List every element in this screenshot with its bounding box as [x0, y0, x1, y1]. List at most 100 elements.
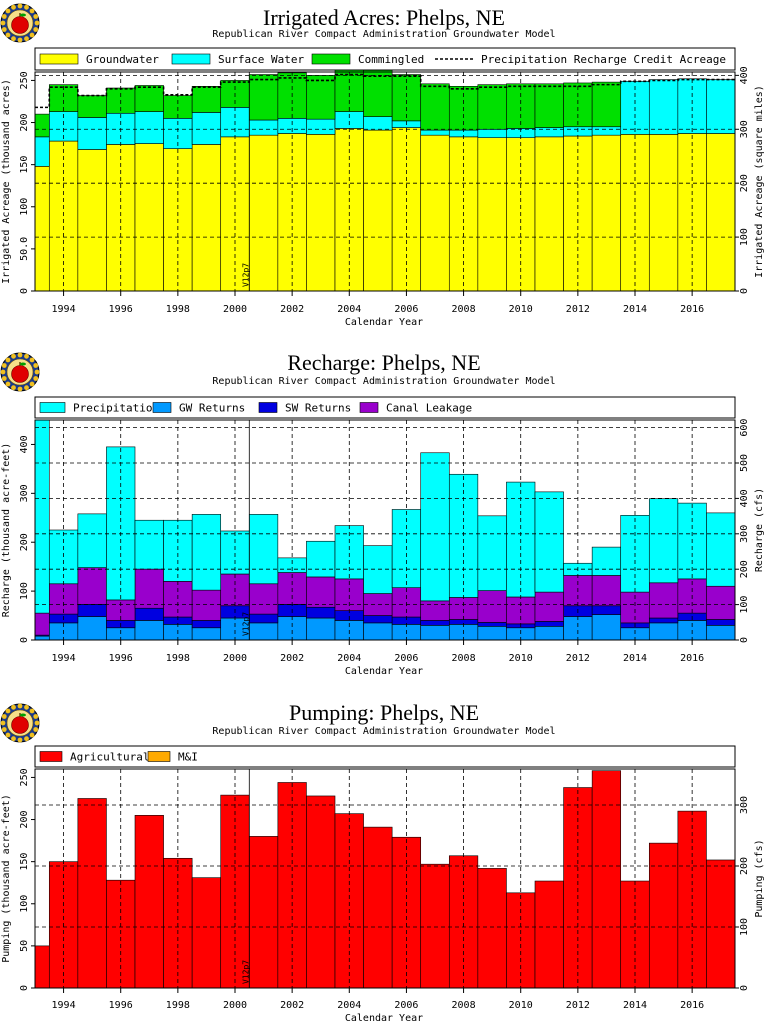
- y-tick-label: 250: [19, 71, 30, 89]
- bar-canal_leakage-2015: [648, 582, 679, 619]
- bar-precipitation-2009: [477, 515, 507, 591]
- bar-groundwater-2005: [363, 129, 393, 292]
- chart-title: Recharge: Phelps, NE: [287, 350, 480, 375]
- legend-swatch: [152, 402, 172, 413]
- x-tick-label: 2008: [452, 653, 476, 664]
- bar-agricultural-2003: [306, 795, 336, 989]
- x-tick-label: 1994: [52, 653, 76, 664]
- y-tick-label: 100: [19, 895, 30, 913]
- y2-tick-label: 400: [739, 66, 750, 84]
- bar-sw_returns-2017: [706, 619, 736, 626]
- bar-sw_returns-2005: [363, 615, 393, 624]
- y2-tick-label: 0: [739, 288, 750, 294]
- x-tick-label: 1994: [52, 1000, 76, 1011]
- y-axis-left: 0 50 100 150 200 250 Pumping (thousand acre-fe…: [1, 768, 35, 991]
- bar-surface_water-2001: [248, 119, 279, 136]
- x-tick-label: 2014: [623, 653, 647, 664]
- bar-sw_returns-2007: [420, 620, 450, 626]
- bar-agricultural-2015: [648, 842, 679, 989]
- bar-precipitation-1995: [77, 513, 107, 568]
- y-tick-label: 150: [19, 156, 30, 174]
- y-tick-label: 50.0: [19, 237, 30, 261]
- x-tick-label: 2004: [337, 653, 361, 664]
- bar-groundwater-2003: [306, 134, 336, 292]
- y-axis-left: 0 50.0 100 150 200 250 Irrigated Acreage (thou…: [1, 71, 35, 294]
- bar-gw_returns-2002: [277, 616, 307, 641]
- legend-label: Canal Leakage: [386, 402, 472, 415]
- bar-surface_water-2003: [306, 118, 336, 135]
- bar-surface_water-1997: [134, 111, 164, 144]
- bar-canal_leakage-2017: [706, 585, 736, 620]
- bar-sw_returns-1997: [134, 607, 164, 621]
- bar-gw_returns-2015: [648, 622, 679, 641]
- legend-label: Surface Water: [218, 53, 304, 66]
- y2-tick-label: 100: [739, 596, 750, 614]
- x-tick-label: 2012: [566, 304, 590, 315]
- bar-sw_returns-1999: [191, 620, 222, 629]
- bar-groundwater-2013: [591, 134, 622, 292]
- plot-frame: [34, 768, 736, 989]
- y2-tick-label: 300: [739, 796, 750, 814]
- bar-groundwater-1999: [191, 144, 222, 292]
- bar-groundwater-1993: [34, 166, 50, 292]
- apple-logo-icon: [0, 3, 40, 43]
- x-tick-label: 2004: [337, 1000, 361, 1011]
- bar-groundwater-1997: [134, 143, 164, 292]
- legend-swatch: [258, 402, 278, 413]
- apple-logo-icon: [0, 703, 40, 743]
- bar-canal_leakage-1999: [191, 589, 222, 621]
- bar-surface_water-1995: [77, 117, 107, 150]
- y-tick-label: 200: [19, 811, 30, 829]
- y2-tick-label: 500: [739, 454, 750, 472]
- bar-canal_leakage-2003: [306, 576, 336, 608]
- legend-label: Agricultural: [70, 751, 149, 764]
- x-tick-label: 2000: [223, 1000, 247, 1011]
- x-tick-label: 1998: [166, 1000, 190, 1011]
- bar-groundwater-2011: [534, 136, 564, 292]
- y-tick-label: 200: [19, 114, 30, 132]
- bar-agricultural-1995: [77, 798, 107, 989]
- bar-commingled-1995: [77, 95, 107, 118]
- bar-gw_returns-2017: [706, 625, 736, 641]
- legend-label: M&I: [178, 751, 198, 764]
- x-tick-label: 2008: [452, 1000, 476, 1011]
- precipitation-credit-line: [35, 73, 735, 109]
- legend-swatch: [39, 402, 66, 413]
- y-axis-label: Irrigated Acreage (thousand acres): [1, 79, 12, 284]
- bar-gw_returns-2012: [563, 616, 593, 641]
- x-tick-label: 2006: [394, 653, 418, 664]
- bar-agricultural-2017: [706, 859, 736, 989]
- bar-surface_water-1993: [34, 136, 50, 167]
- bar-precipitation-1998: [163, 519, 193, 582]
- bar-gw_returns-2009: [477, 626, 507, 641]
- x-axis: 1994 1996 1998 2000 2002 2004 2006 2008 2010 2012…: [52, 640, 704, 677]
- bar-gw_returns-2013: [591, 614, 622, 641]
- legend-label: GW Returns: [179, 402, 245, 415]
- bar-commingled-2005: [363, 70, 393, 117]
- legend-box: [34, 47, 736, 71]
- bar-agricultural-1999: [191, 877, 222, 989]
- bar-groundwater-2009: [477, 137, 507, 292]
- y2-tick-label: 0: [739, 637, 750, 643]
- grid: [35, 72, 735, 291]
- model-version-label: V12p7: [241, 263, 250, 287]
- bar-canal_leakage-1997: [134, 568, 164, 609]
- x-axis: 1994 1996 1998 2000 2002 2004 2006 2008 2010 2012…: [52, 291, 704, 328]
- y-axis-left: 0 100 200 300 400 Recharge (thousand acre-fee…: [1, 435, 35, 643]
- legend-item-sw_returns: SW Returns: [258, 402, 351, 415]
- x-tick-label: 2006: [394, 304, 418, 315]
- bar-commingled-2012: [563, 82, 593, 128]
- legend-item-precipitation: Precipitation: [39, 402, 159, 415]
- chart-title: Irrigated Acres: Phelps, NE: [263, 5, 505, 30]
- y-axis-right: 0 100 200 300 400 500 600 Recharge (cfs): [735, 419, 765, 643]
- bar-precipitation-2000: [220, 530, 250, 575]
- x-tick-label: 2014: [623, 1000, 647, 1011]
- bar-agricultural-2009: [477, 868, 507, 989]
- y-tick-label: 300: [19, 484, 30, 502]
- bar-surface_water-2005: [363, 116, 393, 131]
- bar-canal_leakage-1993: [34, 612, 50, 636]
- legend-item-line: Precipitation Recharge Credit Acreage: [435, 53, 726, 66]
- bar-agricultural-2005: [363, 826, 393, 989]
- y2-tick-label: 0: [739, 985, 750, 991]
